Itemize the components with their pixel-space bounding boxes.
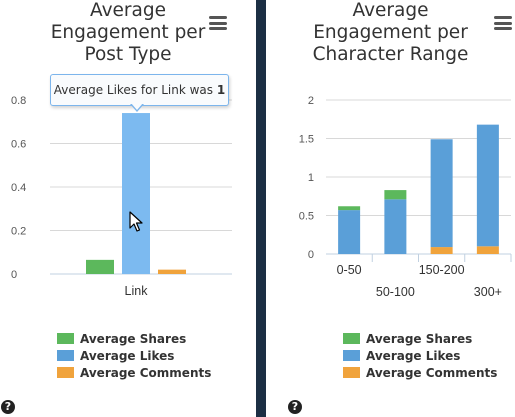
panel-divider [256, 0, 266, 417]
chart-title-line: Average [90, 0, 166, 21]
bar-segment-likes [476, 124, 499, 247]
legend-label: Average Shares [366, 331, 473, 346]
y-tick-label: 0.6 [11, 139, 26, 151]
legend: Average Shares Average Likes Average Com… [57, 330, 211, 381]
bar-segment-shares [338, 206, 361, 211]
legend-swatch [343, 367, 360, 378]
hamburger-menu-icon[interactable] [494, 16, 512, 30]
chart-title-line: Average [352, 0, 429, 21]
chart-title-line: Character Range [312, 44, 469, 65]
bar-comments [158, 269, 186, 274]
help-icon[interactable]: ? [1, 400, 15, 414]
y-tick-label: 0 [308, 249, 314, 261]
y-tick-label: 2 [308, 95, 314, 107]
y-tick-label: 0.2 [11, 226, 26, 238]
chart-title-line: Engagement per [50, 22, 206, 43]
tooltip-text: Average Likes for Link was [53, 83, 217, 97]
legend-item-shares[interactable]: Average Shares [343, 330, 497, 347]
y-tick-label: 1 [308, 172, 314, 184]
chart-panel-character-range: Average Engagement per Character Range 0… [266, 0, 515, 417]
bar-likes [122, 113, 150, 274]
stacked-bar-chart-character-range: 0 0.5 1 1.5 2 0-50 50-100 150-200 300+ [299, 95, 512, 299]
legend-item-shares[interactable]: Average Shares [57, 330, 211, 347]
bar-segment-likes [384, 199, 407, 254]
tooltip-arrow-inner [131, 103, 143, 110]
tooltip: Average Likes for Link was 1 [50, 74, 229, 112]
legend-swatch [57, 350, 74, 361]
chart-panel-post-type: Average Engagement per Post Type 0 0.2 0.4… [0, 0, 256, 417]
bar-segment-likes [338, 210, 361, 254]
bar-segment-likes [430, 139, 453, 248]
hamburger-menu-icon[interactable] [209, 16, 227, 30]
x-tick-label: 300+ [474, 285, 502, 299]
bar-shares [86, 259, 114, 274]
x-tick-label: Link [125, 284, 149, 298]
x-tick-label: 0-50 [337, 263, 362, 277]
chart-title: Average Engagement per Character Range [266, 0, 515, 66]
bar-segment-comments [430, 247, 453, 254]
y-tick-label: 0.8 [11, 95, 26, 107]
bar-segment-comments [476, 246, 499, 254]
y-tick-label: 0.5 [299, 211, 314, 223]
legend-item-comments[interactable]: Average Comments [57, 364, 211, 381]
legend-item-likes[interactable]: Average Likes [343, 347, 497, 364]
tooltip-value: 1 [216, 83, 226, 97]
legend-swatch [57, 333, 74, 344]
chart-title: Average Engagement per Post Type [0, 0, 256, 66]
y-tick-label: 1.5 [299, 134, 314, 146]
legend-label: Average Shares [80, 331, 187, 346]
bar-segment-shares [384, 190, 407, 200]
legend-label: Average Comments [366, 365, 498, 380]
legend-label: Average Comments [80, 365, 212, 380]
x-tick-label: 150-200 [419, 263, 465, 277]
legend: Average Shares Average Likes Average Com… [343, 330, 497, 381]
legend-item-likes[interactable]: Average Likes [57, 347, 211, 364]
x-tick-label: 50-100 [376, 285, 415, 299]
legend-swatch [343, 350, 360, 361]
bar-chart-post-type: 0 0.2 0.4 0.6 0.8 Link [11, 95, 232, 298]
y-tick-label: 0 [11, 269, 17, 281]
legend-swatch [57, 367, 74, 378]
y-tick-label: 0.4 [11, 182, 26, 194]
chart-title-line: Post Type [84, 44, 172, 65]
legend-label: Average Likes [80, 348, 175, 363]
chart-title-line: Engagement per [313, 22, 468, 43]
legend-item-comments[interactable]: Average Comments [343, 364, 497, 381]
help-icon[interactable]: ? [288, 400, 302, 414]
mouse-cursor-icon [129, 211, 143, 232]
legend-label: Average Likes [366, 348, 461, 363]
legend-swatch [343, 333, 360, 344]
